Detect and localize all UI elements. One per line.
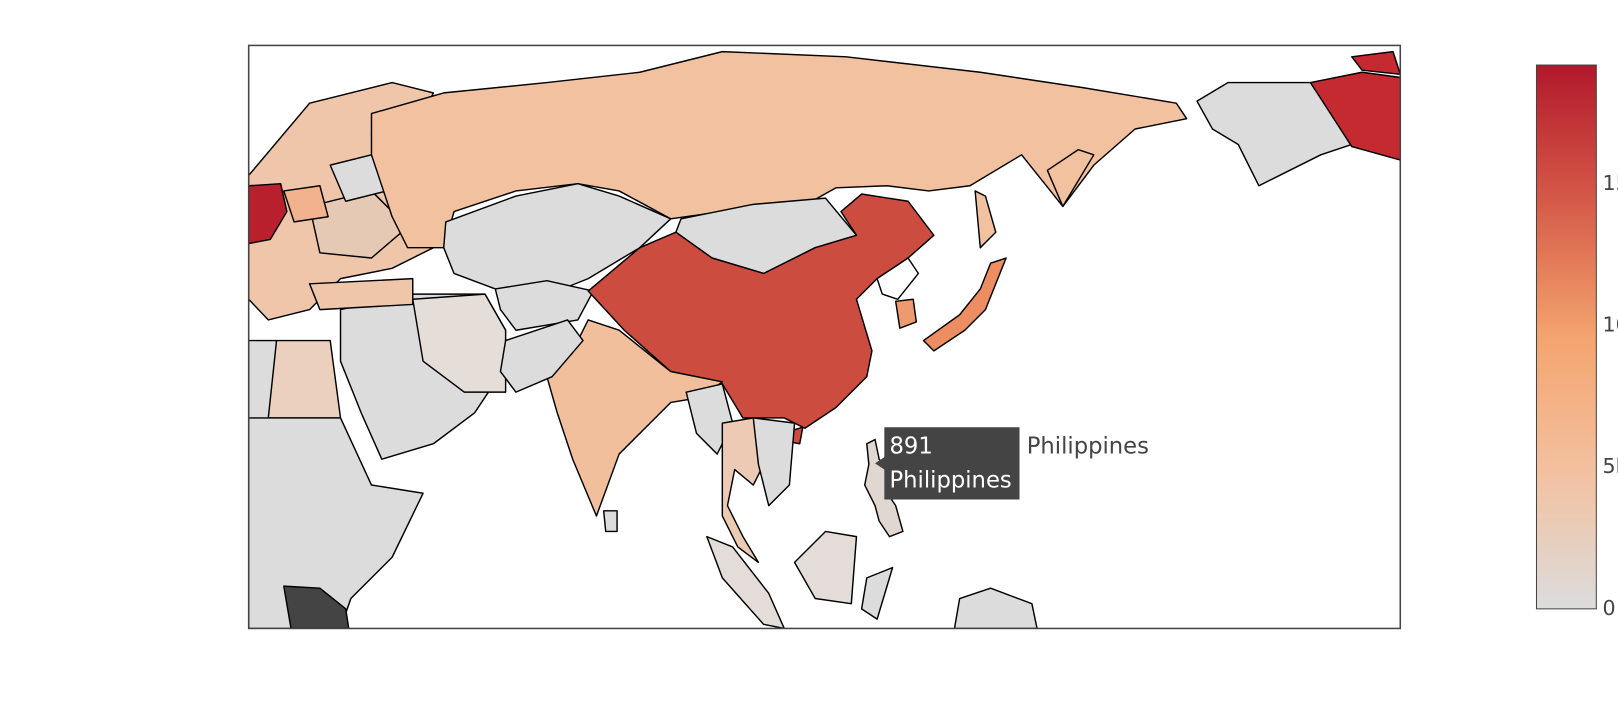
region (499, 319, 584, 393)
region (283, 185, 329, 223)
region (1351, 50, 1401, 76)
region (494, 279, 595, 331)
region (1309, 71, 1401, 161)
hover-label: 891 Philippines Philippines (875, 427, 1149, 500)
region (953, 587, 1038, 629)
tooltip-box (875, 427, 1020, 500)
region (267, 339, 342, 419)
region (894, 298, 918, 329)
region (974, 190, 997, 249)
location-shape (863, 438, 904, 538)
colorbar-tick-label: 10k (1603, 313, 1618, 337)
region (706, 535, 785, 629)
region (876, 257, 920, 301)
colorbar-tick-label: 5k (1603, 454, 1618, 478)
basemap (248, 50, 1401, 629)
tooltip-name: Philippines (889, 467, 1011, 493)
region (602, 510, 618, 533)
region (248, 182, 288, 245)
region (860, 566, 894, 620)
region (442, 182, 672, 301)
region (283, 585, 350, 629)
colorbar-tick-label: 15k (1603, 171, 1618, 195)
region (370, 50, 1188, 249)
tooltip-value: 891 (889, 433, 932, 459)
region (412, 293, 507, 393)
region (546, 319, 724, 517)
region (752, 417, 796, 507)
region (793, 530, 858, 605)
region (1196, 81, 1353, 187)
data-layer (863, 438, 904, 538)
region (248, 417, 424, 629)
hover-location: Philippines (1027, 433, 1149, 459)
colorbar (1535, 64, 1597, 610)
region (922, 257, 1007, 352)
region (1046, 148, 1095, 208)
map-frame (247, 44, 1402, 630)
region (308, 277, 414, 311)
colorbar-tick-label: 0 (1603, 596, 1616, 620)
